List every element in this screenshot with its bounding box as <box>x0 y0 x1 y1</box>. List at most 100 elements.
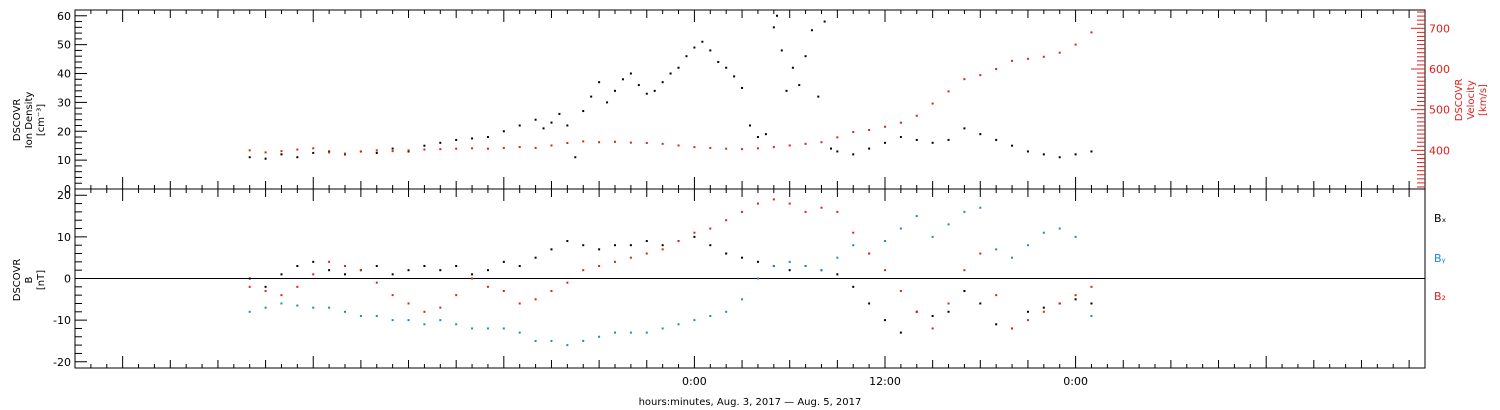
top-data-point <box>518 146 521 149</box>
bottom-data-point <box>550 339 553 342</box>
bottom-data-point <box>280 273 283 276</box>
bottom-data-point <box>645 252 648 255</box>
top-data-point <box>836 150 839 153</box>
top-data-point <box>471 137 474 140</box>
top-ylabel-line-1: DSCOVR <box>12 99 23 142</box>
bottom-data-point <box>375 314 378 317</box>
top-data-point <box>1074 43 1077 46</box>
top-data-point <box>995 67 998 70</box>
top-data-point <box>574 156 577 159</box>
bottom-data-point <box>693 319 696 322</box>
top-data-point <box>701 40 704 43</box>
bottom-data-point <box>788 269 791 272</box>
top-data-point <box>375 149 378 152</box>
bottom-panel-points <box>248 198 1093 347</box>
bottom-data-point <box>486 285 489 288</box>
bottom-data-point <box>741 210 744 213</box>
top-right-ylabel-line-2: Velocity <box>1466 80 1477 119</box>
bottom-data-point <box>852 231 855 234</box>
bottom-data-point <box>248 310 251 313</box>
bottom-data-point <box>1090 314 1093 317</box>
bottom-data-point <box>328 260 331 263</box>
top-data-point <box>1090 150 1093 153</box>
bottom-data-point <box>820 206 823 209</box>
bottom-data-point <box>280 302 283 305</box>
top-data-point <box>248 149 251 152</box>
top-right-tick-label: 700 <box>1429 22 1450 35</box>
top-left-tick-label: 50 <box>57 39 71 52</box>
top-data-point <box>677 144 680 147</box>
bottom-data-point <box>852 244 855 247</box>
top-data-point <box>439 141 442 144</box>
top-data-point <box>661 81 664 84</box>
bottom-data-point <box>899 289 902 292</box>
top-data-point <box>899 136 902 139</box>
bottom-data-point <box>391 294 394 297</box>
bottom-data-point <box>550 248 553 251</box>
top-data-point <box>407 150 410 153</box>
bottom-data-point <box>312 306 315 309</box>
bottom-data-point <box>995 323 998 326</box>
bottom-data-point <box>915 310 918 313</box>
bottom-left-tick-label: -10 <box>53 314 71 327</box>
bottom-data-point <box>947 223 950 226</box>
top-data-point <box>756 136 759 139</box>
top-left-tick-label: 20 <box>57 125 71 138</box>
bottom-data-point <box>344 273 346 276</box>
x-axis: 0:00 12:00 0:00 <box>90 10 1410 388</box>
top-data-point <box>772 26 775 29</box>
top-data-point <box>741 86 744 89</box>
top-data-point <box>780 49 783 52</box>
bottom-data-point <box>756 260 759 263</box>
bottom-data-point <box>979 252 982 255</box>
bottom-data-point <box>836 256 839 259</box>
bottom-ylabel-line-3: [nT] <box>36 270 47 290</box>
top-data-point <box>852 153 855 156</box>
top-data-point <box>558 112 561 115</box>
bottom-data-point <box>471 327 474 330</box>
bottom-data-point <box>455 294 458 297</box>
top-left-tick-label: 10 <box>57 154 71 167</box>
bottom-data-point <box>1026 319 1029 322</box>
bottom-data-point <box>502 260 505 263</box>
top-data-point <box>486 136 489 139</box>
bottom-ylabel: DSCOVR B [nT] <box>12 259 47 302</box>
bottom-data-point <box>931 235 934 238</box>
top-data-point <box>653 89 656 92</box>
top-data-point <box>669 72 672 75</box>
top-data-point <box>661 142 664 145</box>
bottom-data-point <box>375 281 378 284</box>
bottom-left-tick-label: -20 <box>53 356 71 369</box>
bottom-data-point <box>709 244 712 247</box>
top-data-point <box>693 46 696 49</box>
top-left-tick-label: 0 <box>64 183 71 196</box>
top-data-point <box>915 138 918 141</box>
x-tick-label: 0:00 <box>1063 375 1088 388</box>
bottom-data-point <box>502 289 505 292</box>
top-data-point <box>598 81 601 84</box>
top-data-point <box>621 78 624 81</box>
bottom-data-point <box>486 269 489 272</box>
bottom-data-point <box>502 327 505 330</box>
bottom-data-point <box>947 302 950 305</box>
top-data-point <box>709 146 712 149</box>
top-data-point <box>915 114 918 117</box>
top-data-point <box>439 148 442 151</box>
bottom-data-point <box>296 285 299 288</box>
top-data-point <box>1058 51 1061 54</box>
top-data-point <box>328 151 331 154</box>
bottom-data-point <box>899 227 902 230</box>
bottom-data-point <box>248 285 251 288</box>
top-data-point <box>717 60 720 63</box>
top-data-point <box>582 140 585 143</box>
bottom-data-point <box>756 202 759 205</box>
top-data-point <box>788 144 791 147</box>
top-data-point <box>264 151 267 154</box>
top-data-point <box>407 149 410 152</box>
bottom-data-point <box>550 289 553 292</box>
bottom-data-point <box>566 240 569 243</box>
top-data-point <box>741 148 744 151</box>
top-data-point <box>264 157 267 160</box>
top-data-point <box>817 95 820 98</box>
